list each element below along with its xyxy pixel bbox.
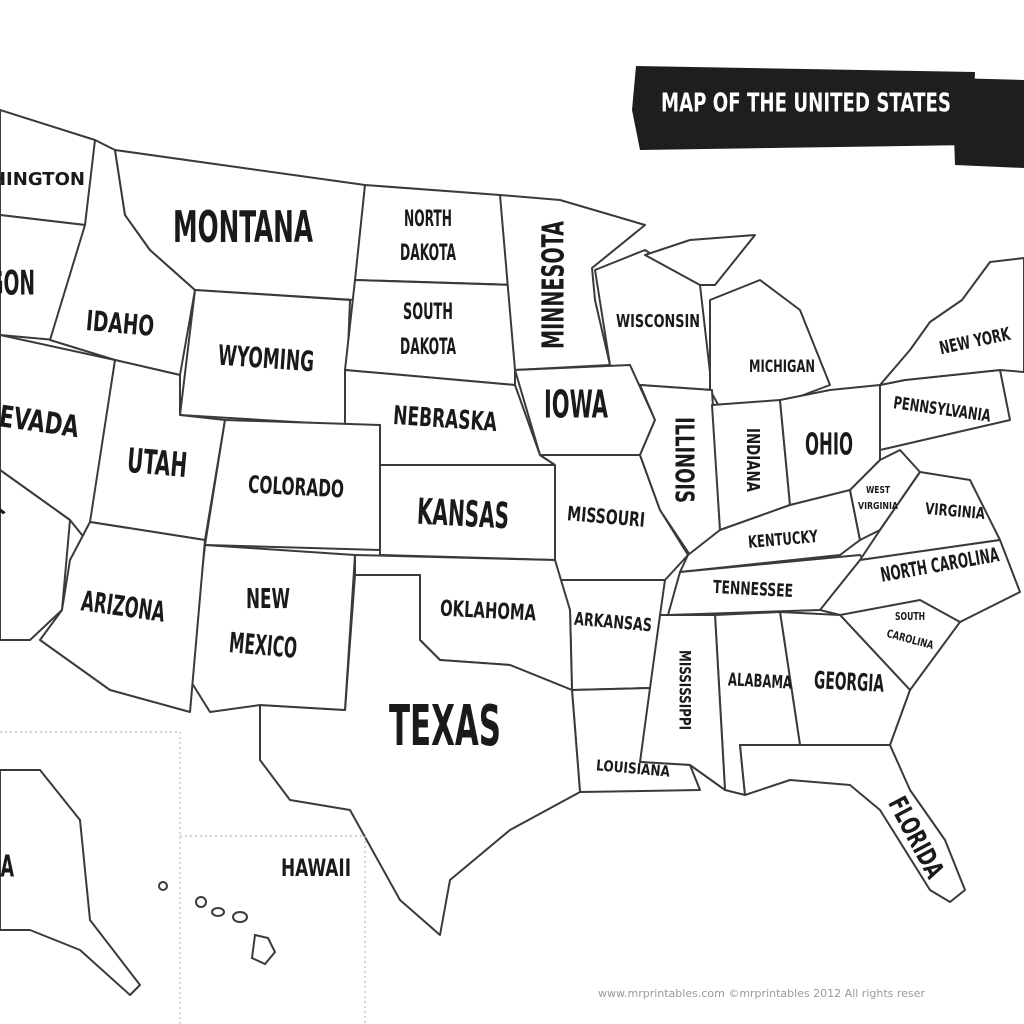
state-florida	[739, 744, 966, 903]
label-north-dakota-1: NORTH	[404, 207, 452, 232]
label-west-virginia-2: VIRGINIA	[858, 501, 898, 512]
label-north-dakota-2: DAKOTA	[400, 241, 456, 266]
banner-shape	[632, 66, 975, 150]
state-texas	[259, 574, 581, 936]
state-south-dakota	[344, 279, 516, 386]
label-montana: MONTANA	[173, 202, 313, 253]
state-michigan-upper	[644, 234, 756, 286]
island	[232, 911, 248, 923]
label-tennessee: TENNESSEE	[713, 577, 794, 602]
state-nevada	[0, 334, 116, 546]
label-nebraska: NEBRASKA	[392, 401, 498, 438]
label-iowa: IOWA	[544, 383, 608, 427]
state-shapes	[0, 109, 1024, 996]
state-new-mexico	[189, 544, 356, 713]
state-north-dakota	[354, 184, 516, 286]
state-arizona	[39, 521, 206, 713]
state-alaska	[0, 769, 141, 996]
state-new-york	[879, 257, 1024, 386]
label-new-mexico-1: NEW	[246, 582, 290, 615]
label-south-dakota-1: SOUTH	[403, 300, 453, 325]
label-utah: UTAH	[126, 441, 189, 486]
island	[211, 907, 225, 917]
label-alaska: ALASKA	[0, 850, 14, 885]
label-alabama: ALABAMA	[728, 669, 793, 693]
state-michigan	[709, 279, 831, 409]
label-new-mexico-2: MEXICO	[228, 626, 299, 665]
label-west-virginia-1: WEST	[866, 485, 891, 496]
label-south-dakota-2: DAKOTA	[400, 335, 456, 360]
title-banner: MAP OF THE UNITED STATES	[632, 66, 1024, 168]
label-michigan: MICHIGAN	[749, 357, 815, 377]
label-wisconsin: WISCONSIN	[616, 311, 700, 332]
label-idaho: IDAHO	[85, 304, 156, 343]
label-colorado: COLORADO	[247, 471, 344, 504]
copyright-footer: www.mrprintables.com ©mrprintables 2012 …	[598, 987, 925, 1000]
state-california	[0, 469, 71, 641]
label-kansas: KANSAS	[416, 492, 510, 538]
label-indiana: INDIANA	[742, 428, 763, 492]
island	[250, 933, 277, 966]
label-hawaii: HAWAII	[281, 854, 351, 882]
hawaii-islands	[158, 881, 277, 966]
map-title: MAP OF THE UNITED STATES	[661, 89, 951, 119]
label-wyoming: WYOMING	[217, 339, 315, 379]
label-texas: TEXAS	[389, 694, 501, 759]
label-south-carolina-1: SOUTH	[895, 610, 925, 623]
label-washington: WASHINGTON	[0, 169, 85, 190]
label-illinois: ILLINOIS	[669, 417, 699, 503]
island	[195, 896, 207, 908]
label-oregon: OREGON	[0, 264, 35, 304]
banner-tab	[952, 78, 1024, 168]
label-oklahoma: OKLAHOMA	[439, 597, 537, 627]
label-ohio: OHIO	[805, 428, 853, 463]
label-minnesota: MINNESOTA	[537, 221, 572, 349]
label-georgia: GEORGIA	[813, 666, 885, 698]
island	[158, 881, 168, 891]
state-virginia	[859, 471, 1001, 561]
label-mississippi: MISSISSIPPI	[676, 650, 695, 730]
inset-borders	[0, 731, 366, 1024]
